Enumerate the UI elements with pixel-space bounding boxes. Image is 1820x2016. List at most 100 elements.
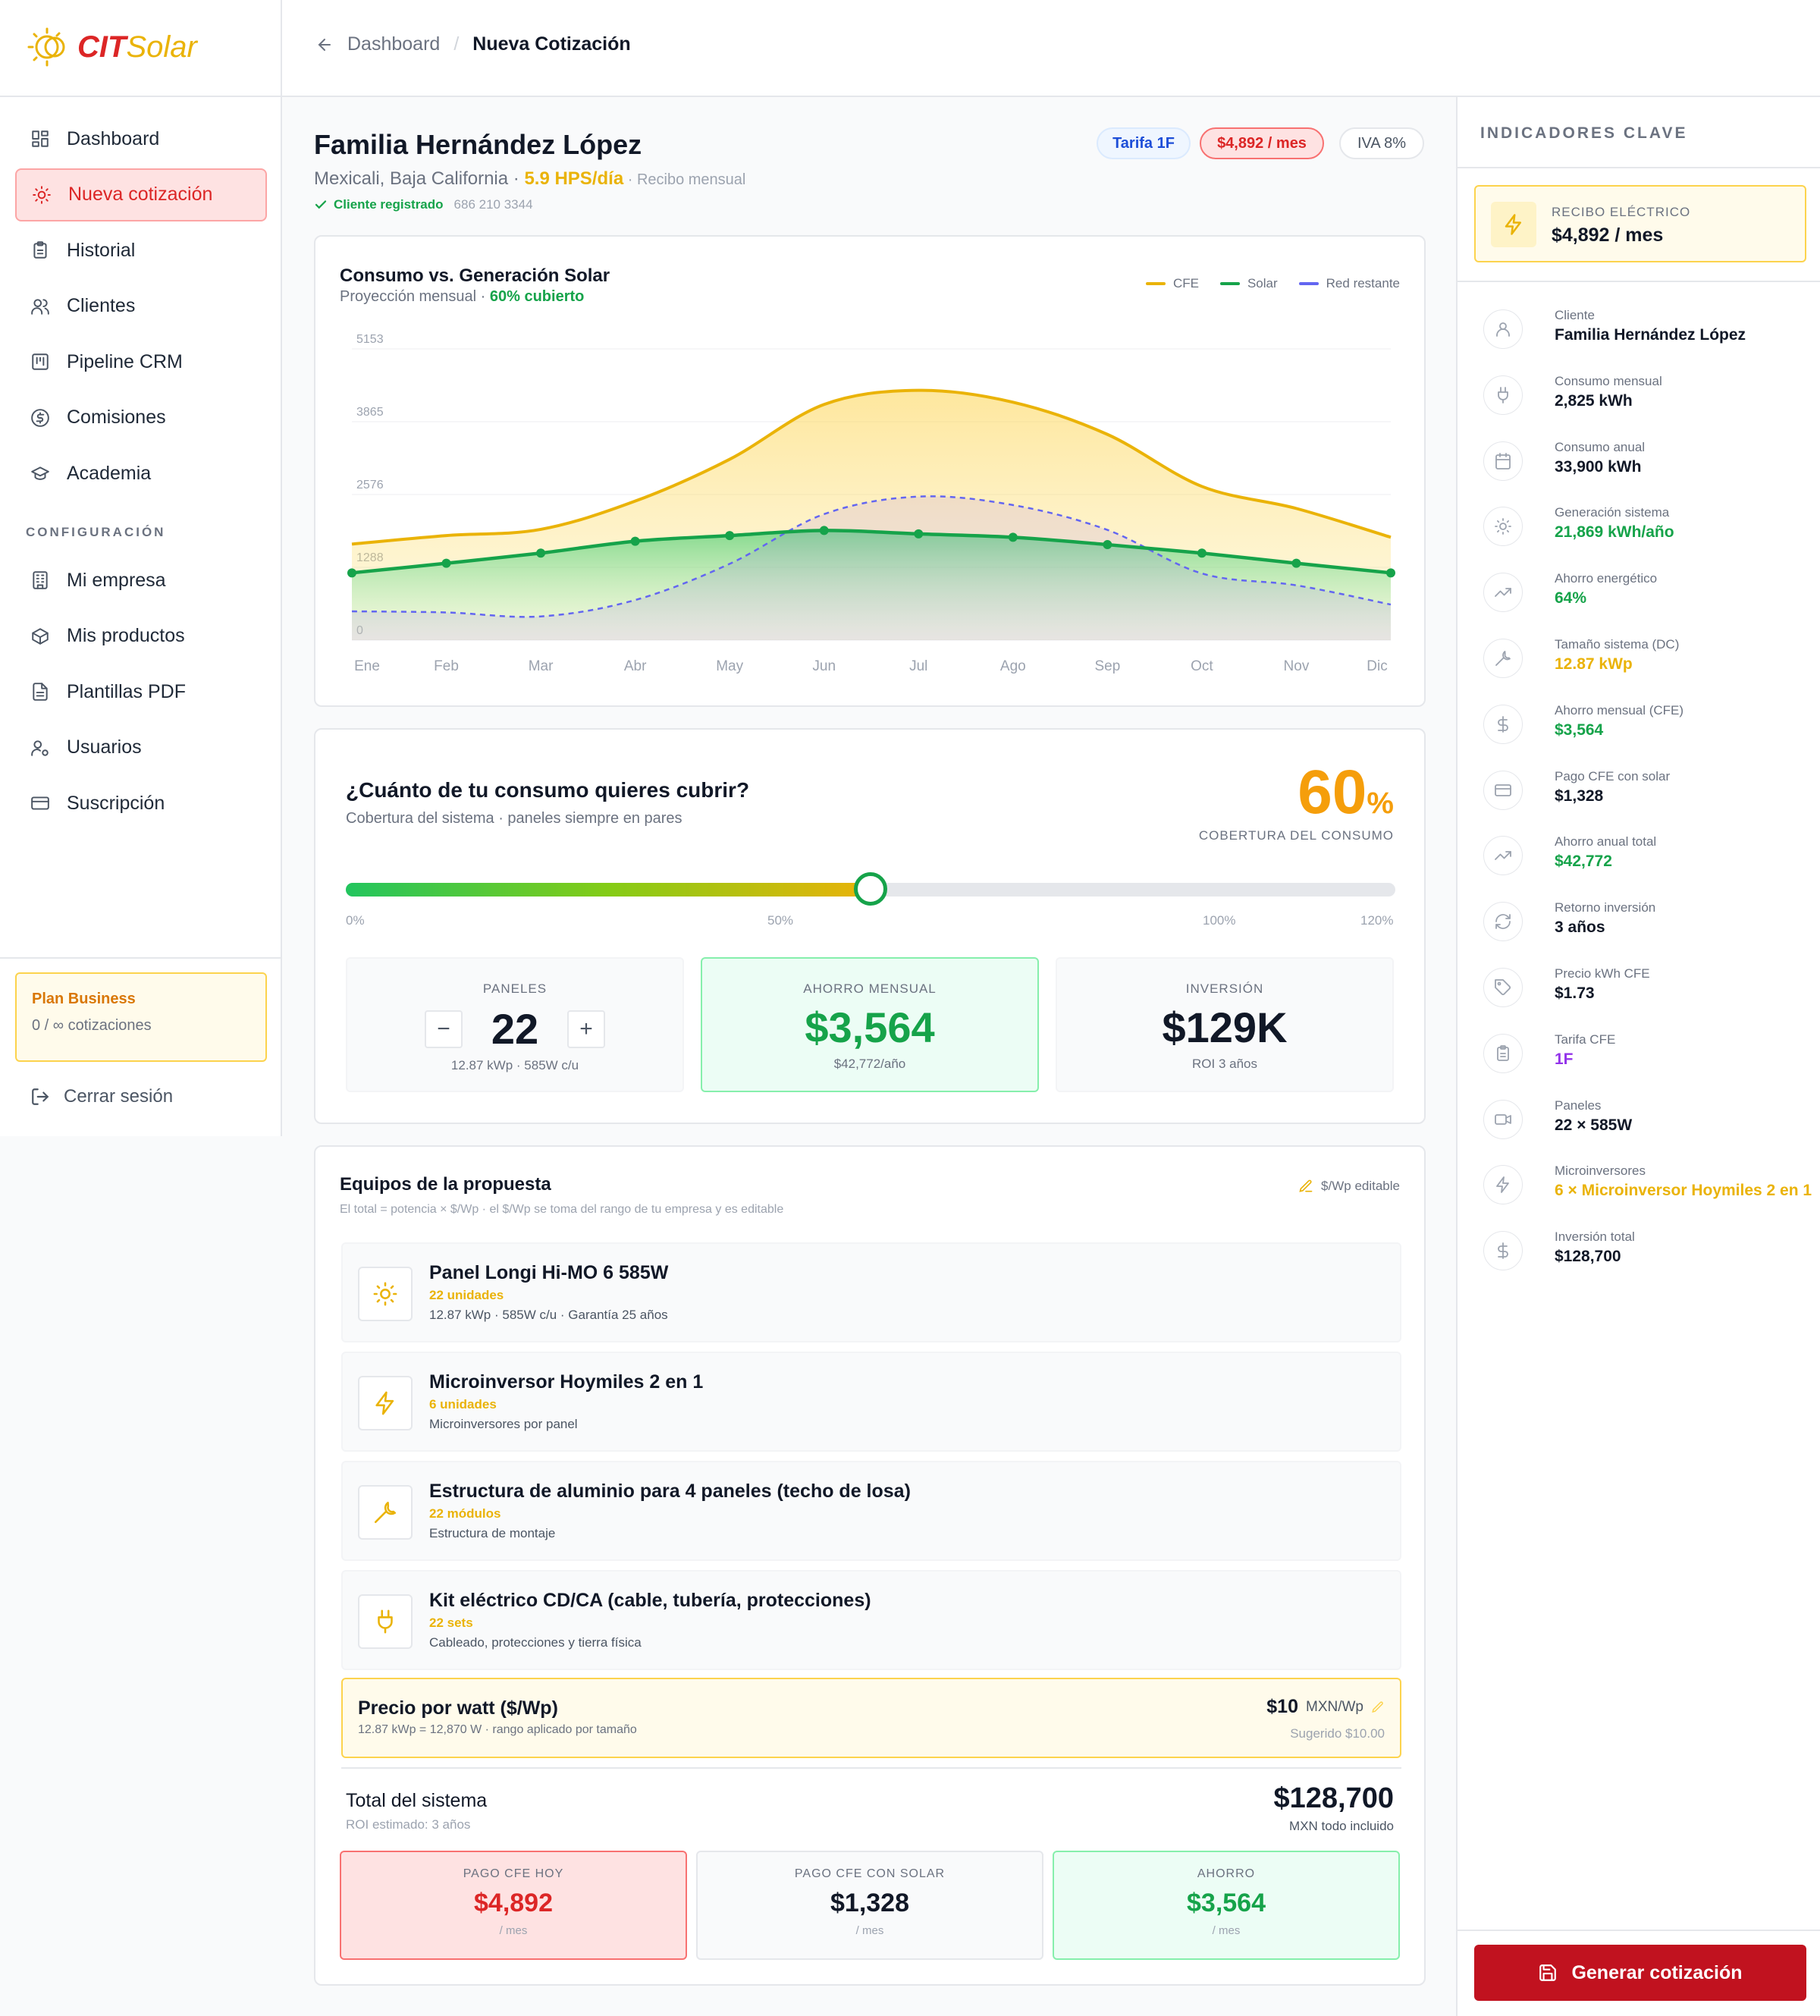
ppw-editor[interactable]: $10 MXN/Wp (1266, 1696, 1385, 1718)
clipboard-icon (1497, 1044, 1509, 1061)
sidebar-item-mi-empresa[interactable]: Mi empresa (15, 554, 267, 607)
kpi-consumo-mensual: Consumo mensual 2,825 kWh (1483, 368, 1817, 421)
chart-subtitle: Proyección mensual · 60% cubierto (340, 288, 584, 306)
plan-card[interactable]: Plan Business 0 / ∞ cotizaciones (15, 972, 267, 1062)
trend-up-icon (1495, 851, 1511, 861)
sidebar-item-label: Suscripción (67, 792, 165, 814)
equipment-item[interactable]: Kit eléctrico CD/CA (cable, tubería, pro… (341, 1570, 1401, 1670)
kpi-ahorro-mensual-cfe-: Ahorro mensual (CFE) $3,564 (1483, 697, 1817, 750)
kpi-value: $42,772 (1555, 853, 1612, 871)
chart-legend: CFE Solar Red restante (1145, 276, 1400, 291)
kpi-cliente: Cliente Familia Hernández López (1483, 302, 1817, 355)
savings-label: AHORRO MENSUAL (803, 981, 937, 996)
calendar-icon (1495, 452, 1511, 469)
sidebar-item-dashboard[interactable]: Dashboard (15, 112, 267, 165)
bolt-icon (1496, 1176, 1509, 1194)
kpi-generación-sistema: Generación sistema 21,869 kWh/año (1483, 499, 1817, 552)
kpi-label: Cliente (1555, 308, 1595, 322)
x-tick-label: Ago (1000, 658, 1026, 674)
kpi-label: Consumo mensual (1555, 373, 1662, 388)
wrench-icon (1495, 651, 1511, 666)
investment-stat: INVERSIÓN $129K ROI 3 años (1056, 957, 1394, 1092)
equipment-item[interactable]: Panel Longi Hi-MO 6 585W 22 unidades 12.87… (341, 1242, 1401, 1342)
solar-point (1291, 558, 1301, 568)
kpi-icon-box (1483, 836, 1523, 876)
client-location-line: Mexicali, Baja California · 5.9 HPS/día … (314, 168, 745, 190)
kpi-icon-box (1483, 968, 1523, 1007)
sidebar-item-label: Dashboard (67, 127, 160, 149)
sidebar-item-label: Plantillas PDF (67, 680, 186, 702)
sidebar-item-mis-productos[interactable]: Mis productos (15, 610, 267, 663)
user-settings-icon-wrap (30, 738, 50, 758)
increment-button[interactable]: + (567, 1010, 605, 1048)
sidebar-item-comisiones[interactable]: Comisiones (15, 391, 267, 444)
generate-quote-label: Generar cotización (1571, 1961, 1743, 1983)
wrench-icon (374, 1501, 397, 1524)
sidebar-item-label: Usuarios (67, 736, 142, 758)
equipment-desc: Microinversores por panel (429, 1417, 578, 1431)
sidebar-item-academia[interactable]: Academia (15, 447, 267, 500)
kpi-paneles: Paneles 22 × 585W (1483, 1092, 1817, 1145)
panels-sub: 12.87 kWp · 585W c/u (450, 1058, 579, 1072)
kpi-icon-box (1483, 639, 1523, 678)
sidebar-item-clientes[interactable]: Clientes (15, 280, 267, 333)
box-icon-wrap (30, 626, 50, 646)
ahorro-label: AHORRO (1197, 1867, 1256, 1880)
wp-editable-link[interactable]: $/Wp editable (1298, 1179, 1400, 1194)
kpi-value: 21,869 kWh/año (1555, 523, 1674, 542)
sidebar-item-nueva-cotización[interactable]: Nueva cotización (15, 168, 267, 221)
x-tick-label: Sep (1094, 658, 1120, 674)
sidebar-item-plantillas-pdf[interactable]: Plantillas PDF (15, 665, 267, 718)
x-tick-label: May (716, 658, 743, 674)
coverage-unit: % (1367, 787, 1394, 820)
coverage-slider[interactable] (346, 872, 1395, 906)
logout-button[interactable]: Cerrar sesión (30, 1086, 173, 1107)
area-chart: 51533865257612880EneFebMarAbrMayJunJulAg… (347, 333, 1395, 674)
chart-covered: 60% cubierto (489, 288, 585, 305)
kpi-consumo-anual: Consumo anual 33,900 kWh (1483, 434, 1817, 487)
equipment-item[interactable]: Estructura de aluminio para 4 paneles (t… (341, 1461, 1401, 1561)
equipment-units: 22 sets (429, 1616, 473, 1630)
ahorro-sub: / mes (1212, 1924, 1241, 1937)
cfe-line (351, 388, 1392, 546)
equipment-icon-box (358, 1594, 413, 1649)
tag-icon (1495, 979, 1511, 996)
indicators-panel: INDICADORES CLAVE RECIBO ELÉCTRICO $4,89… (1456, 97, 1820, 2016)
equipment-item[interactable]: Microinversor Hoymiles 2 en 1 6 unidades M… (341, 1352, 1401, 1452)
kpi-value: $1,328 (1555, 787, 1604, 805)
save-icon (1539, 1964, 1557, 1981)
x-tick-label: Abr (624, 658, 647, 674)
indicators-divider (1458, 281, 1820, 282)
generate-quote-button[interactable]: Generar cotización (1474, 1945, 1806, 2001)
coverage-slider-thumb[interactable] (854, 872, 887, 906)
card-icon (1495, 783, 1511, 796)
arrow-left-icon[interactable] (315, 36, 334, 54)
red-restante-line (351, 495, 1392, 618)
credit-card-icon-wrap (30, 793, 50, 813)
kpi-label: Pago CFE con solar (1555, 768, 1671, 783)
pago-hoy-label: PAGO CFE HOY (463, 1867, 564, 1880)
decrement-button[interactable]: − (425, 1010, 463, 1048)
panels-stat: PANELES − 22 + 12.87 kWp · 585W c/u (346, 957, 684, 1092)
kpi-value: 2,825 kWh (1555, 391, 1633, 410)
legend-red-label: Red restante (1326, 276, 1400, 290)
breadcrumb-dashboard-link[interactable]: Dashboard (347, 33, 441, 55)
x-tick-label: Feb (434, 658, 459, 674)
sidebar-item-historial[interactable]: Historial (15, 224, 267, 277)
kanban-icon-wrap (30, 352, 50, 372)
kpi-icon-box (1483, 1231, 1523, 1271)
equipment-icon-box (358, 1376, 413, 1430)
sidebar-item-suscripción[interactable]: Suscripción (15, 777, 267, 830)
config-section-label: CONFIGURACIÓN (26, 525, 166, 539)
sidebar-item-pipeline-crm[interactable]: Pipeline CRM (15, 335, 267, 388)
kpi-value: 12.87 kWp (1555, 655, 1633, 673)
legend-solar: Solar (1219, 276, 1278, 291)
brand-logo[interactable]: CITSolar (26, 23, 197, 71)
total-value: $128,700 (1273, 1782, 1395, 1814)
sidebar-item-usuarios[interactable]: Usuarios (15, 721, 267, 774)
user-icon (1496, 322, 1510, 337)
equipment-icon-box (358, 1267, 413, 1321)
equipment-name: Estructura de aluminio para 4 paneles (t… (429, 1481, 911, 1502)
kpi-icon-box (1483, 573, 1523, 613)
